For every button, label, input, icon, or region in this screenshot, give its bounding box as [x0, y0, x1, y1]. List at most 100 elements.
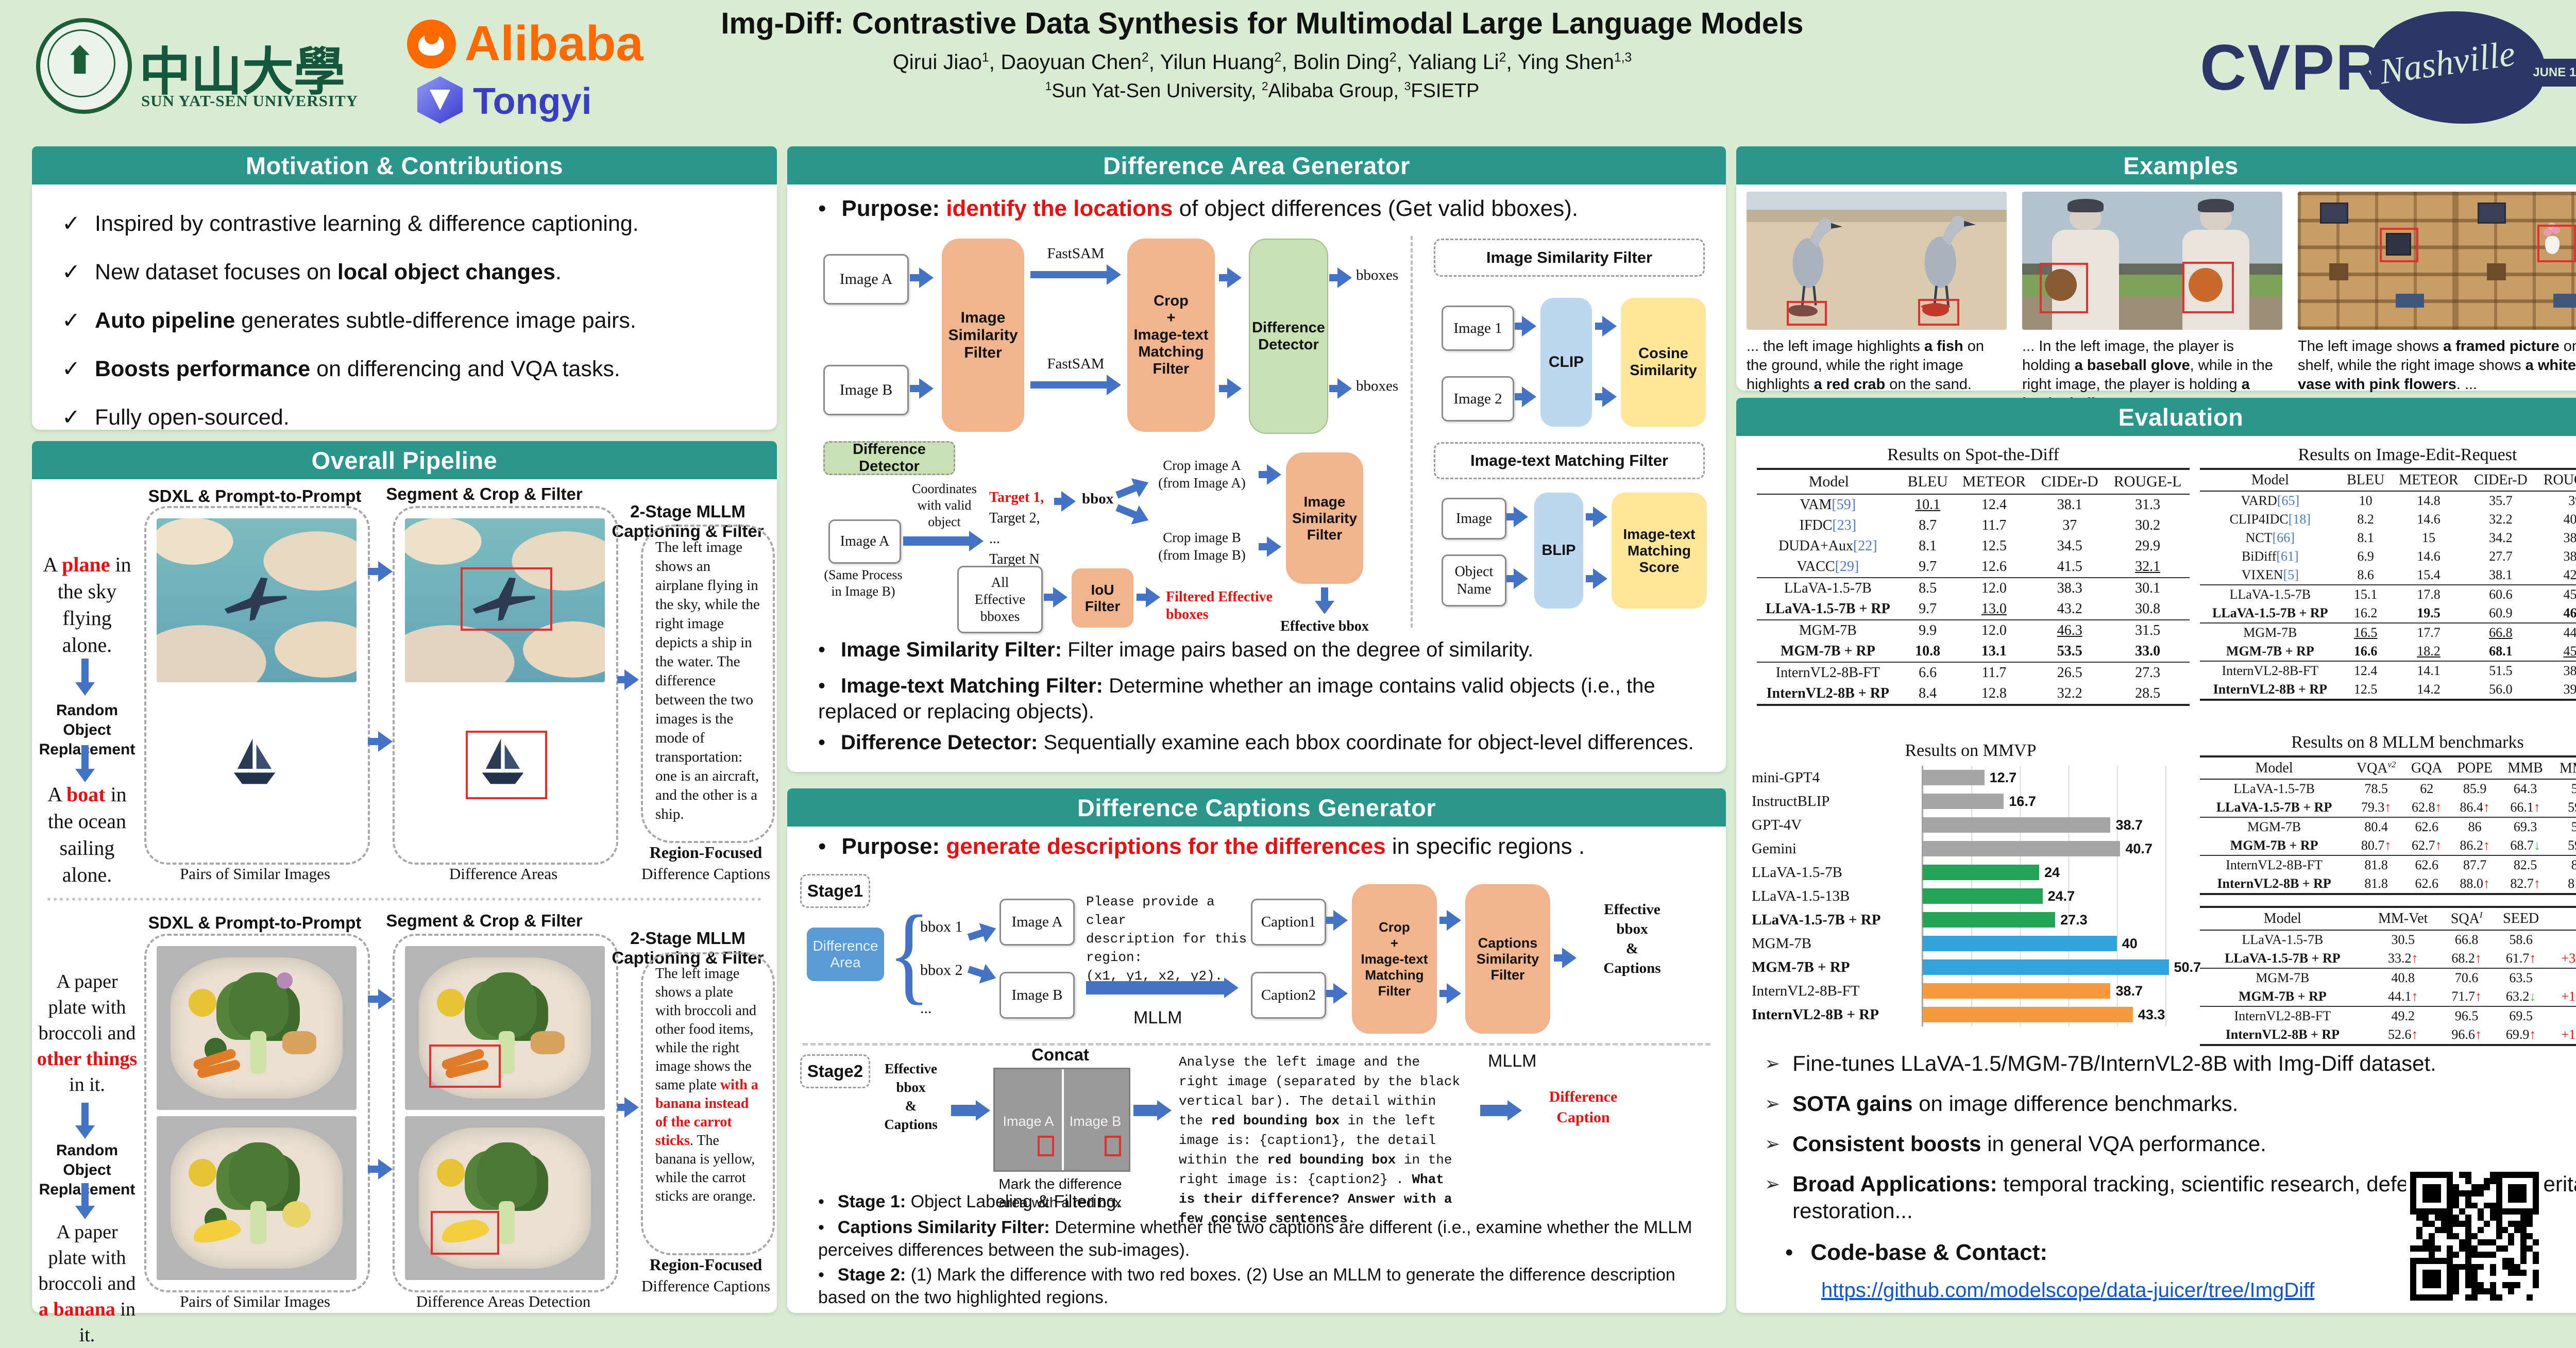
flow-arrow — [1595, 323, 1603, 330]
stage1-prompt: Please provide a clear description for t… — [1086, 892, 1256, 985]
results-table: ModelBLEUMETEORCIDEr-DROUGE-LVARD[65]101… — [2200, 468, 2576, 701]
column-header: MMBCN — [2551, 756, 2576, 779]
plate-carrots-image — [157, 946, 357, 1110]
difference-caption-text: The left image shows an airplane flying … — [655, 538, 761, 824]
areas-label: Difference Areas — [393, 865, 614, 883]
qr-code — [2406, 1168, 2543, 1305]
flow-arrow — [1595, 393, 1603, 400]
stage2-label: Stage2 — [800, 1054, 870, 1088]
mllm-label: MLLM — [1488, 1051, 1536, 1071]
areas-detection-label: Difference Areas Detection — [393, 1292, 614, 1311]
flow-arrow — [617, 676, 625, 683]
column-header: BLEU — [1901, 469, 1955, 494]
column-header: CIDEr-D — [2033, 469, 2106, 494]
github-link[interactable]: https://github.com/modelscope/data-juice… — [1821, 1279, 2315, 1302]
flow-arrow — [1554, 954, 1563, 962]
cvpr-city: Nashville — [2377, 31, 2536, 93]
bboxes-label: bboxes — [1356, 267, 1398, 284]
chart-value-label: 16.7 — [2009, 794, 2036, 810]
brace-icon: { — [888, 891, 930, 1017]
motivation-item: ✓New dataset focuses on local object cha… — [62, 258, 752, 287]
results-table: ModelVQAv2GQAPOPEMMBMMBCNLLaVA-1.5-7B78.… — [2200, 755, 2576, 895]
chart-value-label: 12.7 — [1990, 770, 2017, 786]
crop-image-b-label: Crop image B (from Image B) — [1148, 529, 1256, 564]
chart-category-label: GPT-4V — [1752, 817, 1922, 834]
chart-category-label: LLaVA-1.5-7B + RP — [1752, 912, 1922, 929]
flow-arrow — [1115, 504, 1137, 519]
column-header: Model — [2200, 907, 2365, 930]
chart-bar — [1923, 983, 2110, 999]
flow-arrow — [1133, 1105, 1158, 1116]
flow-arrow — [1219, 274, 1228, 281]
chart-bar — [1923, 888, 2043, 904]
flow-arrow — [1259, 543, 1268, 550]
flow-arrow — [368, 738, 379, 745]
concat-image-b-label: Image B — [1062, 1114, 1129, 1130]
pipeline-separator — [47, 898, 761, 901]
flow-arrow — [1515, 323, 1523, 330]
same-process-label: (Same Process in Image B) — [810, 567, 916, 600]
pipeline-col1-header: SDXL & Prompt-to-Prompt — [143, 913, 367, 933]
sysu-logo: 中山大學 SUN YAT-SEN UNIVERSITY — [36, 15, 386, 124]
contact-block: •Code-base & Contact: https://github.com… — [1785, 1240, 2378, 1302]
all-effective-bboxes-node: All Effective bboxes — [957, 566, 1043, 633]
stage-separator — [803, 1043, 1710, 1046]
image1-node: Image 1 — [1442, 306, 1514, 351]
spot-table-title: Results on Spot-the-Diff — [1757, 445, 2190, 465]
example-shelf-pair-image — [2298, 192, 2576, 330]
plate-carrots-bbox-image — [405, 946, 605, 1110]
sky-plane-image — [157, 518, 357, 682]
object-name-node: Object Name — [1442, 554, 1506, 606]
mmvp-chart-title: Results on MMVP — [1752, 741, 2190, 761]
region-focused-label: Region-Focused — [641, 843, 771, 862]
image2-node: Image 2 — [1442, 376, 1514, 422]
target1-label: Target 1, — [989, 487, 1044, 508]
effective-bbox-label: Effective bbox — [1276, 618, 1374, 635]
bbox-marker — [1105, 1136, 1121, 1156]
bbox1-label: bbox 1 — [920, 918, 963, 936]
difference-captions-label: Difference Captions — [641, 1277, 771, 1295]
flow-arrow — [1326, 990, 1334, 997]
caption1-node: Caption1 — [1251, 899, 1326, 946]
chart-category-label: MGM-7B + RP — [1752, 959, 1922, 976]
arrow-bullet-icon: ➢ — [1765, 1050, 1780, 1077]
column-header: POPE — [2450, 756, 2500, 779]
chart-category-label: InternVL2-8B + RP — [1752, 1006, 1922, 1023]
column-header: △ — [2550, 907, 2576, 930]
example-player-pair-image — [2022, 192, 2282, 330]
section-header-dcg: Difference Captions Generator — [787, 788, 1726, 827]
flow-arrow — [1439, 917, 1448, 924]
bench-table-2: ModelMM-VetSQAISEED△LLaVA-1.5-7B30.566.8… — [2200, 906, 2576, 1046]
check-icon: ✓ — [62, 209, 80, 238]
blip-node: BLIP — [1534, 493, 1583, 609]
sky-plane-bbox-image — [405, 518, 605, 682]
effective-bbox-captions-label: Effective bbox & Captions — [1581, 900, 1684, 978]
chart-value-label: 27.3 — [2060, 912, 2088, 928]
image-a-node: Image A — [999, 899, 1075, 946]
flow-arrow — [1329, 385, 1338, 392]
flow-arrow — [1086, 981, 1225, 995]
targets-ellipsis: ... — [989, 529, 1044, 549]
dag-bullet: •Image-text Matching Filter: Determine w… — [818, 673, 1699, 724]
sysu-seal-icon — [36, 18, 132, 114]
dag-purpose: •Purpose: identify the locations of obje… — [818, 196, 1704, 222]
bird-icon — [1777, 212, 1844, 310]
motivation-item: ✓Boosts performance on differencing and … — [62, 355, 752, 383]
flow-arrow — [968, 929, 985, 941]
dag-bullet: •Difference Detector: Sequentially exami… — [818, 730, 1699, 755]
chart-bar — [1923, 865, 2039, 880]
down-arrow — [81, 1103, 89, 1126]
chart-row: LLaVA-1.5-7B + RP 27.3 — [1752, 908, 2190, 932]
